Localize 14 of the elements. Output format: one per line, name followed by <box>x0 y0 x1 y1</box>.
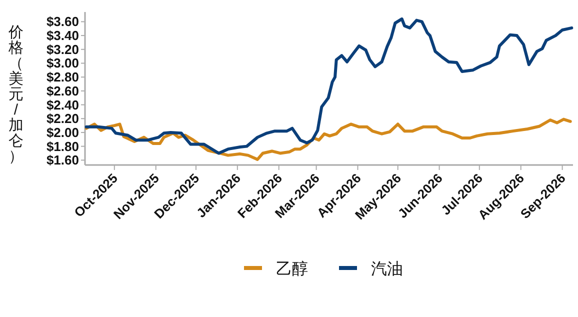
y-tick-label: $2.60 <box>46 83 79 98</box>
y-tick-label: $1.80 <box>46 138 79 154</box>
legend-label: 汽油 <box>371 260 403 278</box>
legend-label: 乙醇 <box>276 260 308 278</box>
y-tick-label: $3.00 <box>46 56 79 71</box>
y-tick-label: $2.40 <box>46 97 79 112</box>
y-tick-label: $3.60 <box>46 14 79 30</box>
y-tick-label: $3.20 <box>46 42 79 57</box>
y-tick-label: $1.60 <box>46 152 79 168</box>
y-tick-label: $2.20 <box>46 111 79 126</box>
text: 价格（美元/加仑） <box>8 24 24 165</box>
y-tick-label: $2.00 <box>46 124 79 140</box>
y-tick-label: $3.40 <box>46 28 79 44</box>
y-tick-label: $2.80 <box>46 70 79 85</box>
